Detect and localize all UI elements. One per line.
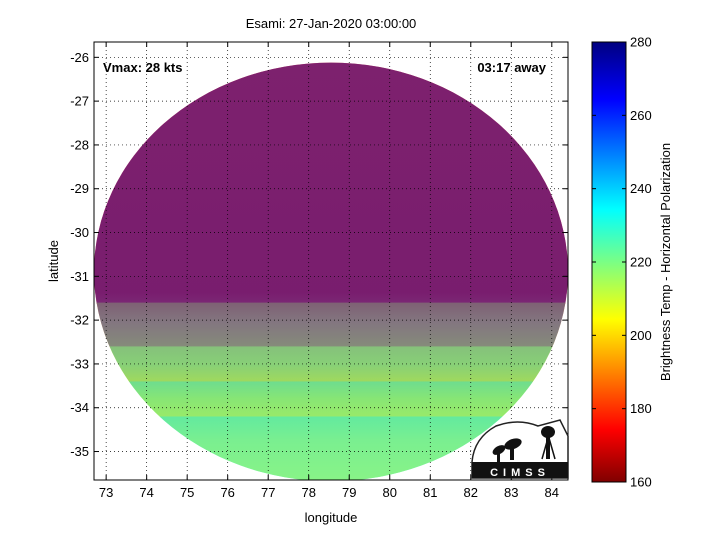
colorbar-tick-label-2: 200	[630, 328, 652, 343]
colorbar-scale	[591, 41, 627, 483]
colorbar-tick-label-5: 260	[630, 108, 652, 123]
x-tick-label-6: 79	[342, 485, 356, 500]
y-tick-label-9: -35	[70, 444, 89, 459]
colorbar-tick-label-1: 180	[630, 401, 652, 416]
x-axis-label: longitude	[305, 510, 358, 525]
colorbar: 160 180 200 220 240 260 280 Brightness Temp - …	[591, 35, 673, 490]
plot-area	[94, 42, 568, 480]
x-tick-label-1: 74	[139, 485, 153, 500]
time-away-annotation: 03:17 away	[477, 60, 546, 75]
colorbar-tick-label-6: 280	[630, 35, 652, 50]
x-tick-label-8: 81	[423, 485, 437, 500]
grid-layer	[94, 42, 568, 480]
colorbar-tick-label-3: 220	[630, 255, 652, 270]
y-tick-label-4: -30	[70, 225, 89, 240]
x-tick-label-2: 75	[180, 485, 194, 500]
vmax-annotation: Vmax: 28 kts	[103, 60, 183, 75]
x-tick-label-7: 80	[383, 485, 397, 500]
cimss-logo: CIMSS	[471, 419, 569, 479]
y-tick-label-1: -27	[70, 94, 89, 109]
x-axis: 73 74 75 76 77 78 79 80 81 82 83 84	[99, 42, 559, 500]
colorbar-tick-label-0: 160	[630, 475, 652, 490]
x-tick-label-4: 77	[261, 485, 275, 500]
y-tick-label-2: -28	[70, 137, 89, 152]
y-tick-label-3: -29	[70, 181, 89, 196]
colorbar-tick-label-4: 240	[630, 181, 652, 196]
colorbar-ticks: 160 180 200 220 240 260 280	[592, 35, 652, 490]
y-tick-label-7: -33	[70, 356, 89, 371]
x-tick-label-0: 73	[99, 485, 113, 500]
swath-shading	[94, 62, 568, 480]
y-tick-label-5: -31	[70, 269, 89, 284]
logo-text: CIMSS	[490, 467, 550, 479]
chart-title: Esami: 27-Jan-2020 03:00:00	[246, 16, 417, 31]
y-axis: -26 -27 -28 -29 -30 -31 -32 -33 -34 -35	[70, 50, 568, 459]
y-tick-label-6: -32	[70, 313, 89, 328]
y-axis-label: latitude	[46, 240, 61, 282]
x-tick-label-5: 78	[301, 485, 315, 500]
x-tick-label-3: 76	[220, 485, 234, 500]
colorbar-label: Brightness Temp - Horizontal Polarizatio…	[658, 143, 673, 381]
y-tick-label-8: -34	[70, 400, 89, 415]
y-tick-label-0: -26	[70, 50, 89, 65]
x-tick-label-10: 83	[504, 485, 518, 500]
plot-frame	[93, 41, 569, 481]
x-tick-label-11: 84	[545, 485, 559, 500]
x-tick-label-9: 82	[464, 485, 478, 500]
